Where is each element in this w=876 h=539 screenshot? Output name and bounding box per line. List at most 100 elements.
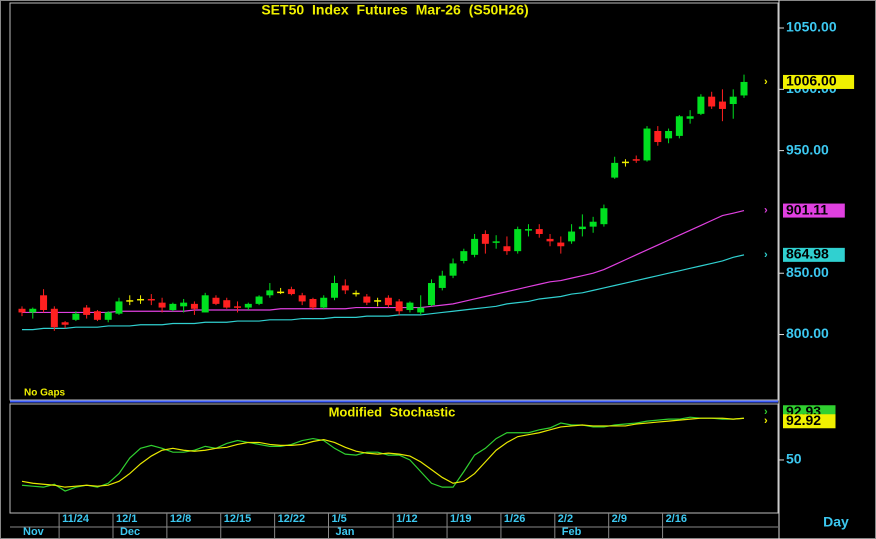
value-label: 92.92 xyxy=(786,412,821,428)
candle-body xyxy=(524,229,532,231)
candle-body xyxy=(611,162,619,178)
value-box xyxy=(783,247,845,262)
candle-body xyxy=(40,295,48,311)
candle-body xyxy=(481,233,489,244)
indicator-panel xyxy=(9,403,779,514)
series-line xyxy=(22,209,745,314)
candle-body xyxy=(503,246,511,252)
x-tick-label: 1/12 xyxy=(396,513,417,525)
candle-body xyxy=(686,116,694,119)
candle-body xyxy=(72,313,80,320)
candle-body xyxy=(740,81,748,96)
period-label: Day xyxy=(823,514,849,530)
candle-body xyxy=(589,221,597,227)
x-tick-label: 2/16 xyxy=(666,513,687,525)
candle-body xyxy=(374,300,382,302)
candle-body xyxy=(535,229,543,234)
x-tick-label: 2/9 xyxy=(612,513,627,525)
x-tick-label: 12/22 xyxy=(278,513,306,525)
x-tick-label: 2/2 xyxy=(558,513,573,525)
chart-title: SET50 Index Futures Mar-26 (S50H26) xyxy=(261,2,528,18)
candle-body xyxy=(514,229,522,252)
candle-body xyxy=(277,291,285,294)
value-label: 864.98 xyxy=(786,246,829,262)
candle-body xyxy=(643,128,651,161)
candle-body xyxy=(665,131,673,139)
y-tick-label: 800.00 xyxy=(786,325,829,341)
value-label: 1006.00 xyxy=(786,73,837,89)
candle-body xyxy=(600,208,608,225)
candle-body xyxy=(137,298,145,301)
candle-body xyxy=(255,296,263,304)
candle-body xyxy=(320,297,328,308)
x-tick-label: 12/8 xyxy=(170,513,191,525)
candle-body xyxy=(50,308,58,328)
note: No Gaps xyxy=(24,388,66,399)
candle-body xyxy=(190,303,198,309)
candle-body xyxy=(244,303,252,308)
candle-body xyxy=(29,308,37,313)
candle-body xyxy=(697,96,705,114)
arrow: › xyxy=(764,415,768,427)
arrow: › xyxy=(764,204,768,216)
candle-body xyxy=(427,283,435,306)
candle-body xyxy=(93,311,101,320)
series-line xyxy=(22,254,745,331)
month-label: Dec xyxy=(120,526,140,538)
y-tick-label: 850.00 xyxy=(786,264,829,280)
value-box xyxy=(783,203,845,218)
candle-body xyxy=(83,307,91,315)
candle-body xyxy=(675,116,683,136)
candle-body xyxy=(234,306,242,308)
x-tick-label: 1/5 xyxy=(332,513,347,525)
arrow: › xyxy=(764,249,768,261)
candle-body xyxy=(729,96,737,105)
candle-body xyxy=(61,322,69,325)
candle-body xyxy=(201,295,209,313)
candle-body xyxy=(341,285,349,291)
value-box xyxy=(783,414,836,429)
arrow: › xyxy=(764,76,768,88)
candle-body xyxy=(438,275,446,288)
arrow: › xyxy=(764,406,768,418)
y-tick-label: 1050.00 xyxy=(786,19,837,35)
value-box xyxy=(783,74,855,89)
candle-body xyxy=(180,302,188,307)
month-label: Jan xyxy=(336,526,355,538)
month-label: Nov xyxy=(23,526,45,538)
price-panel xyxy=(9,2,779,401)
x-tick-label: 12/15 xyxy=(224,513,252,525)
candle-body xyxy=(352,292,360,295)
candle-body xyxy=(169,303,177,311)
candle-body xyxy=(632,159,640,161)
candle-body xyxy=(621,161,629,164)
candle-body xyxy=(568,231,576,242)
y-tick-label: 950.00 xyxy=(786,141,829,157)
month-label: Feb xyxy=(562,526,582,538)
candle-body xyxy=(557,242,565,247)
candle-body xyxy=(212,297,220,304)
x-tick-label: 1/26 xyxy=(504,513,525,525)
candle-body xyxy=(460,251,468,261)
x-tick-label: 1/19 xyxy=(450,513,471,525)
candle-body xyxy=(654,131,662,143)
candle-body xyxy=(104,312,112,320)
candle-body xyxy=(363,296,371,303)
candle-body xyxy=(546,238,554,242)
x-tick-label: 11/24 xyxy=(62,513,90,525)
candle-body xyxy=(471,238,479,255)
candle-body xyxy=(449,263,457,276)
candle-body xyxy=(718,101,726,109)
candle-body xyxy=(384,297,392,306)
candle-body xyxy=(147,298,155,301)
candle-body xyxy=(395,301,403,312)
candle-body xyxy=(406,302,414,311)
candle-body xyxy=(266,290,274,296)
candle-body xyxy=(298,295,306,302)
indicator-title: Modified Stochastic xyxy=(329,404,456,419)
candle-body xyxy=(126,300,134,302)
x-tick-label: 12/1 xyxy=(116,513,137,525)
candle-body xyxy=(331,283,339,298)
